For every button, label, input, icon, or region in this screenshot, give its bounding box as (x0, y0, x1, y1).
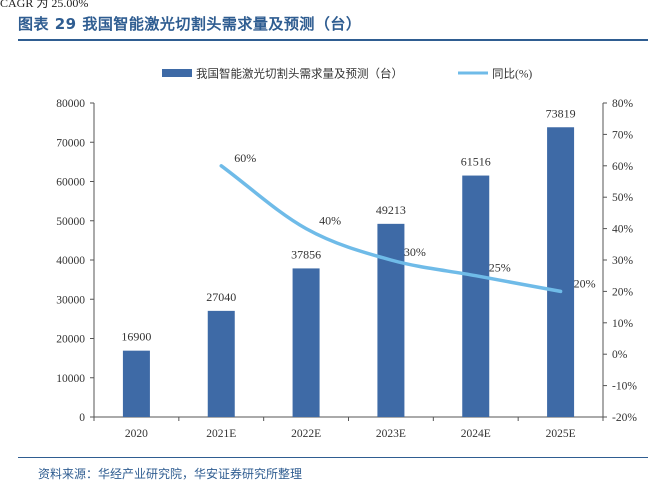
right-axis-tick-label: -20% (612, 412, 637, 424)
source-divider (18, 457, 648, 458)
bar-value-label: 61516 (461, 155, 491, 169)
legend: 我国智能激光切割头需求量及预测（台） 同比(%) (162, 67, 532, 81)
yoy-line-layer (219, 164, 563, 294)
x-axis-tick-label: 2022E (291, 428, 321, 440)
bar (462, 175, 490, 417)
yoy-value-label: 40% (319, 214, 341, 228)
cut-off-text: CAGR 为 25.00% (0, 0, 89, 10)
bar-value-label: 49213 (376, 203, 406, 217)
right-axis-tick-label: -10% (612, 381, 637, 393)
left-axis-tick-label: 20000 (56, 334, 85, 346)
bar-value-label: 16900 (121, 330, 151, 344)
right-axis-tick-label: 10% (612, 318, 634, 330)
x-axis-tick-label: 2024E (461, 428, 491, 440)
bar (292, 268, 320, 417)
left-axis-tick-label: 70000 (56, 137, 85, 149)
figure-title: 图表 29 我国智能激光切割头需求量及预测（台） (18, 15, 362, 33)
left-axis-tick-label: 60000 (56, 177, 85, 189)
bar-value-label: 73819 (546, 106, 576, 120)
left-axis-tick-label: 0 (79, 412, 85, 424)
right-axis-tick-label: 80% (612, 98, 634, 110)
left-axis-tick-label: 80000 (56, 98, 85, 110)
x-axis-tick-label: 2023E (376, 428, 406, 440)
right-axis-tick-label: 50% (612, 192, 634, 204)
right-axis-tick-label: 70% (612, 129, 634, 141)
left-axis-tick-label: 50000 (56, 216, 85, 228)
source-note: 资料来源：华经产业研究院，华安证券研究所整理 (38, 467, 303, 481)
right-axis-tick-label: 30% (612, 255, 634, 267)
right-axis-tick-label: 20% (612, 286, 634, 298)
legend-bar-swatch (162, 69, 192, 77)
right-axis-tick-label: 60% (612, 161, 634, 173)
bar (547, 127, 575, 417)
bar (377, 223, 405, 417)
left-axis-tick-label: 30000 (56, 294, 85, 306)
yoy-value-label: 20% (574, 276, 596, 290)
yoy-value-label: 30% (404, 245, 426, 259)
yoy-line (219, 164, 563, 294)
x-axis-tick-label: 2020 (125, 428, 148, 440)
bar-value-label: 27040 (206, 290, 236, 304)
right-axis-tick-label: 0% (612, 349, 628, 361)
left-axis-tick-label: 10000 (56, 373, 85, 385)
bar-value-label: 37856 (291, 247, 321, 261)
bar (122, 350, 150, 417)
yoy-value-label: 25% (489, 261, 511, 275)
title-divider (18, 39, 648, 41)
bars (122, 127, 575, 417)
left-axis-tick-label: 40000 (56, 255, 85, 267)
axes: 0 10000 20000 30000 40000 50000 60000 70000 8000… (56, 98, 637, 440)
legend-line-label: 同比(%) (492, 68, 532, 81)
bar (207, 310, 235, 417)
yoy-labels: 60% 40% 30% 25% 20% (234, 151, 595, 291)
x-axis-tick-label: 2021E (206, 428, 236, 440)
yoy-value-label: 60% (234, 151, 256, 165)
right-axis-tick-label: 40% (612, 224, 634, 236)
x-axis-tick-label: 2025E (546, 428, 576, 440)
legend-bar-label: 我国智能激光切割头需求量及预测（台） (196, 67, 403, 81)
bar-labels: 16900 27040 37856 49213 61516 73819 (121, 106, 575, 343)
